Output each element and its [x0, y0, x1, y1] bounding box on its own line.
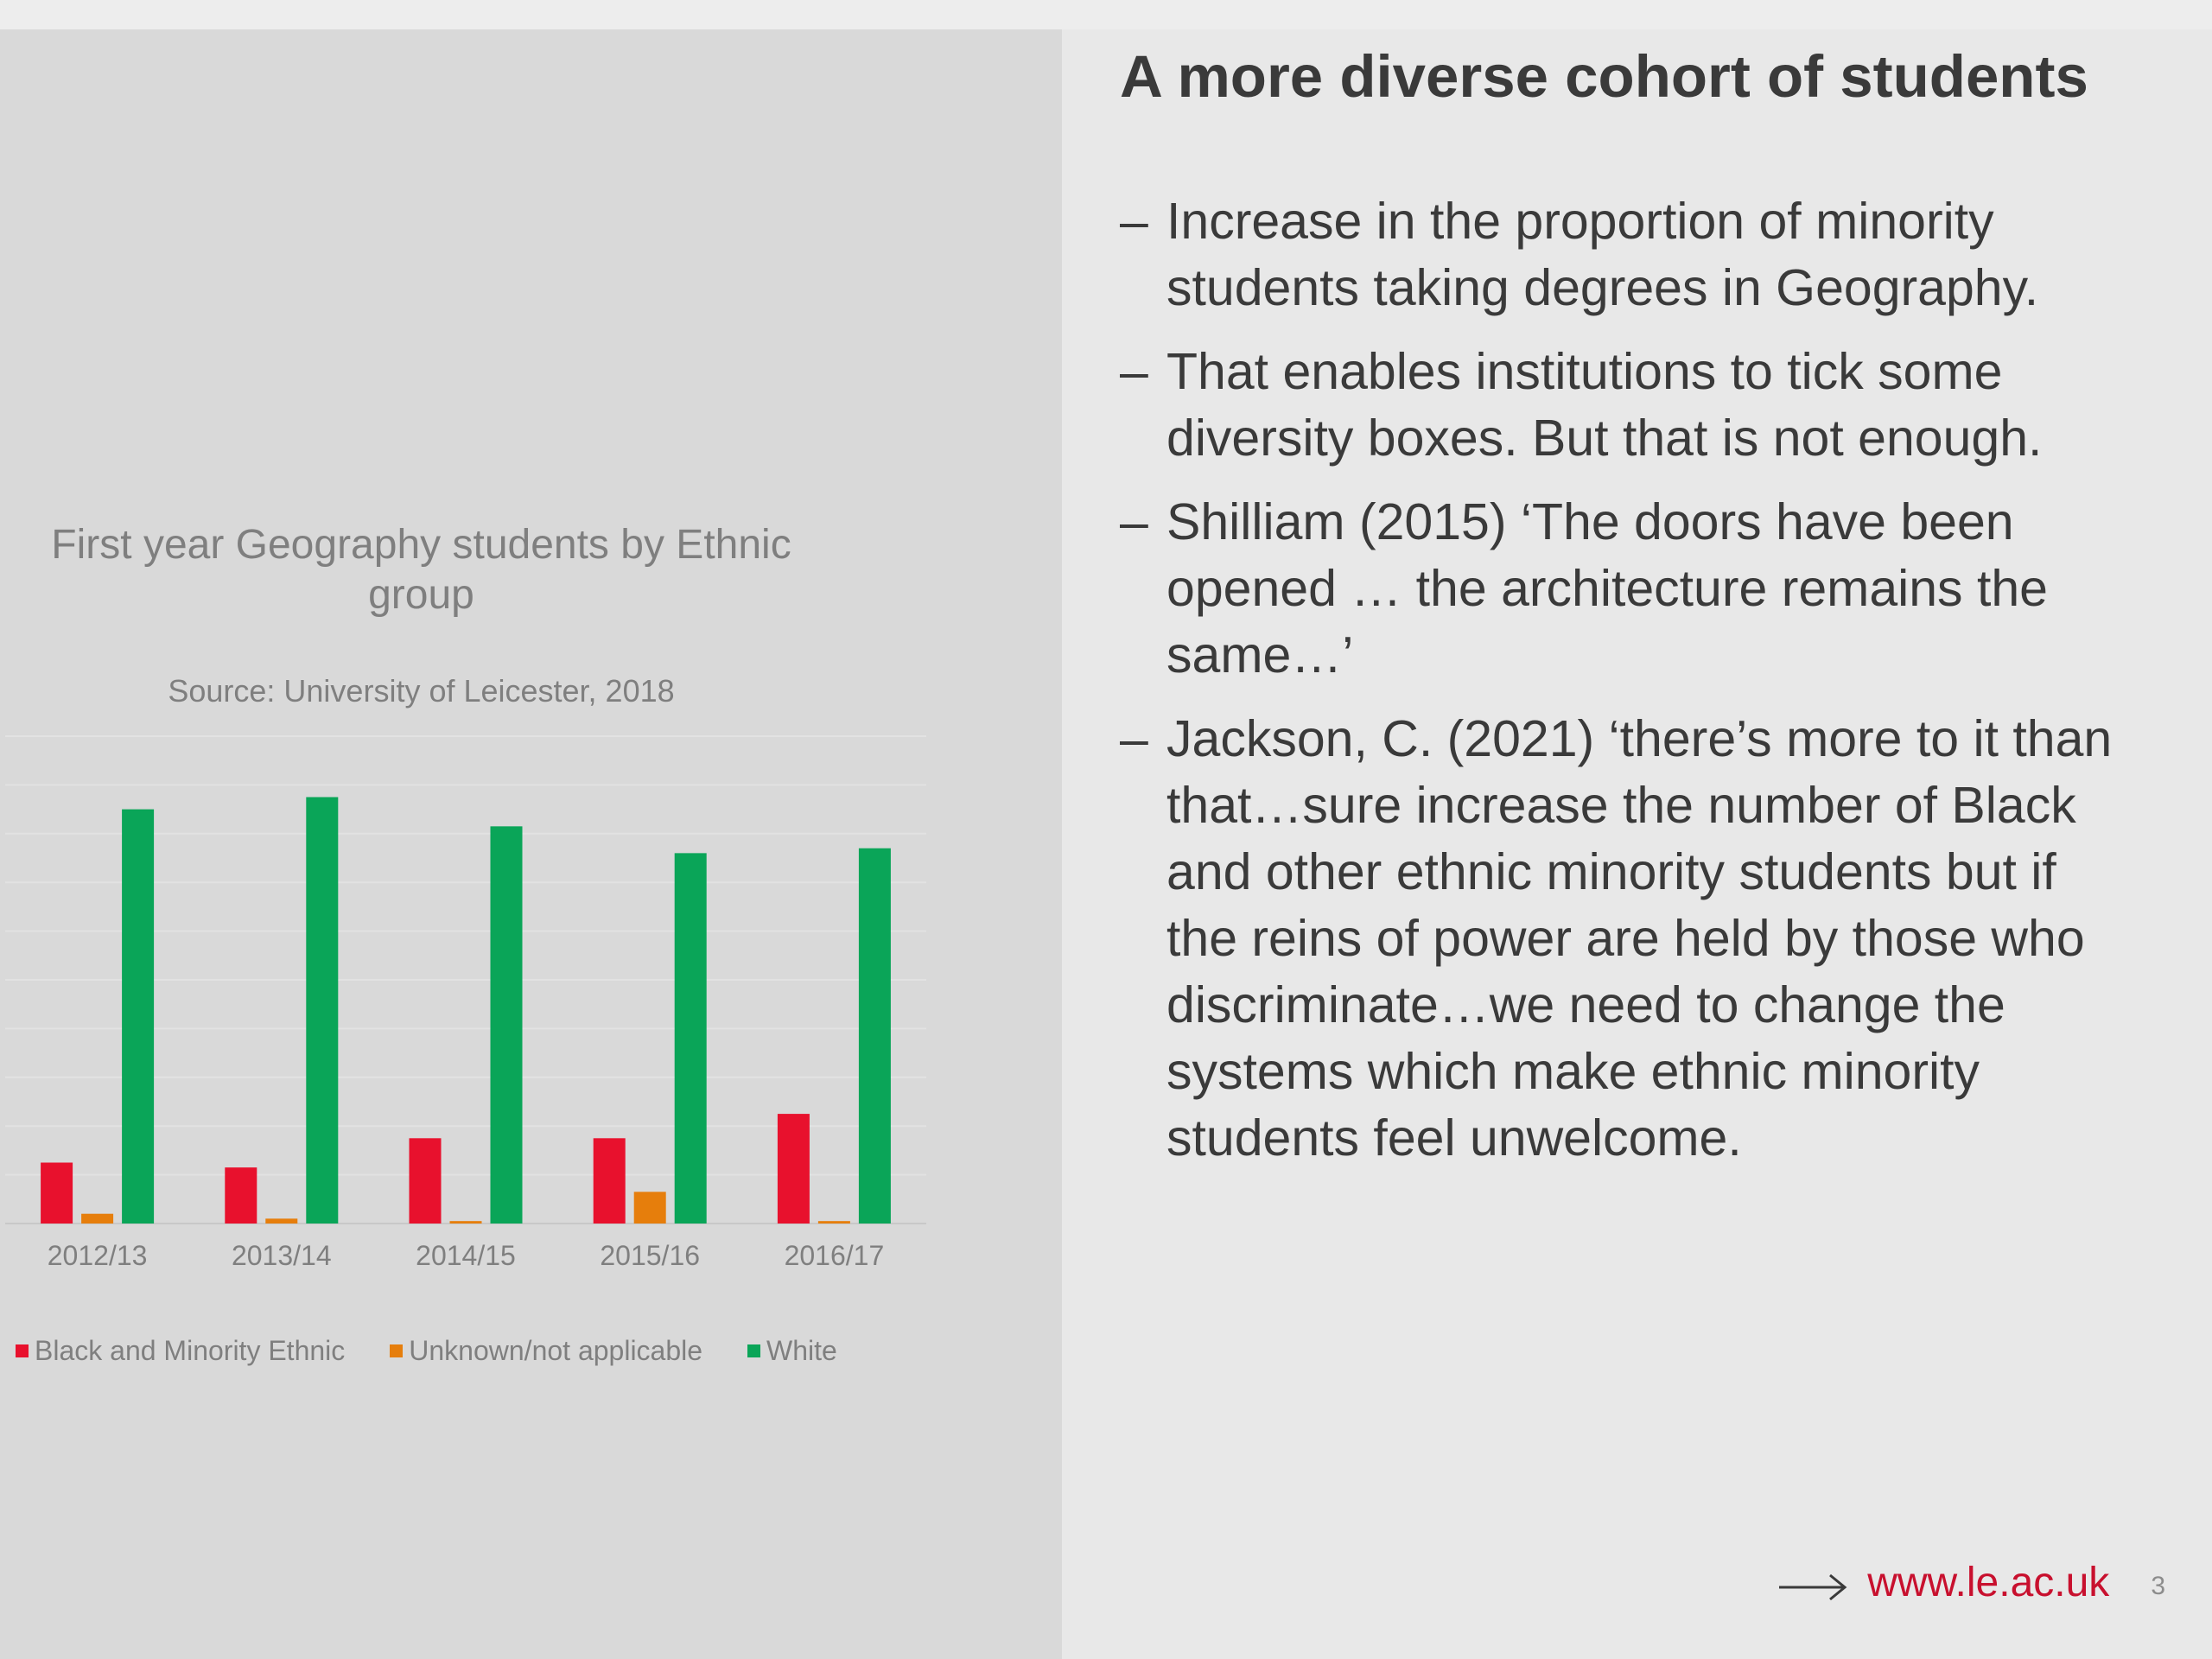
chart-panel [0, 29, 1062, 1659]
chart-title: First year Geography students by Ethnic … [51, 522, 791, 618]
text-panel [1062, 29, 2212, 1659]
top-strip [0, 0, 2212, 29]
bullet-text: That enables institutions to tick some d… [1166, 343, 2043, 467]
bar [225, 1167, 257, 1224]
bar [41, 1162, 73, 1224]
bullet-marker: – [1120, 710, 1148, 767]
chart-subtitle: Source: University of Leicester, 2018 [168, 673, 675, 709]
bullet-item: – That enables institutions to tick some … [1120, 339, 2122, 472]
slide-title: A more diverse cohort of students [1120, 43, 2088, 110]
right-arrow-icon [1779, 1573, 1847, 1601]
bar [122, 809, 155, 1224]
page-number: 3 [2151, 1572, 2165, 1600]
bullet-item: – Shilliam (2015) ‘The doors have been op… [1120, 489, 2122, 689]
legend-item: Black and Minority Ethnic [16, 1333, 345, 1368]
chart-legend: Black and Minority Ethnic Unknown/not app… [16, 1333, 882, 1368]
x-tick-label: 2014/15 [416, 1240, 516, 1271]
bar [449, 1221, 482, 1224]
x-tick-label: 2013/14 [232, 1240, 332, 1271]
bullet-item: – Jackson, C. (2021) ‘there’s more to it … [1120, 706, 2122, 1172]
bullet-item: – Increase in the proportion of minority … [1120, 188, 2122, 321]
legend-label: Unknown/not applicable [409, 1335, 703, 1366]
x-tick-label: 2012/13 [48, 1240, 148, 1271]
bar [817, 1221, 850, 1224]
bar [674, 853, 707, 1224]
bullet-text: Shilliam (2015) ‘The doors have been ope… [1166, 493, 2048, 683]
bar [265, 1218, 298, 1224]
bullet-list: – Increase in the proportion of minority … [1120, 188, 2122, 1189]
bullet-text: Jackson, C. (2021) ‘there’s more to it t… [1166, 710, 2113, 1166]
bar [306, 797, 339, 1224]
bullet-marker: – [1120, 343, 1148, 400]
legend-item: White [747, 1333, 837, 1368]
bullet-text: Increase in the proportion of minority s… [1166, 193, 2039, 316]
website-link[interactable]: www.le.ac.uk [1867, 1560, 2110, 1605]
bullet-marker: – [1120, 193, 1148, 250]
bar [490, 826, 523, 1224]
footer: www.le.ac.uk 3 [1777, 1559, 2165, 1607]
x-tick-label: 2016/17 [785, 1240, 885, 1271]
bar-chart: 2012/13 2013/14 2014/15 2015/16 2016/17 [5, 735, 926, 1271]
bar [777, 1114, 810, 1224]
legend-swatch [747, 1344, 761, 1357]
bullet-marker: – [1120, 493, 1148, 550]
legend-swatch [390, 1344, 404, 1357]
bar [81, 1213, 114, 1224]
x-tick-label: 2015/16 [600, 1240, 700, 1271]
bar [409, 1138, 442, 1224]
bar [858, 848, 891, 1224]
bar [633, 1192, 666, 1224]
legend-item: Unknown/not applicable [390, 1333, 702, 1368]
legend-label: Black and Minority Ethnic [35, 1335, 346, 1366]
bar [593, 1138, 626, 1224]
legend-label: White [766, 1335, 837, 1366]
legend-swatch [16, 1344, 29, 1357]
